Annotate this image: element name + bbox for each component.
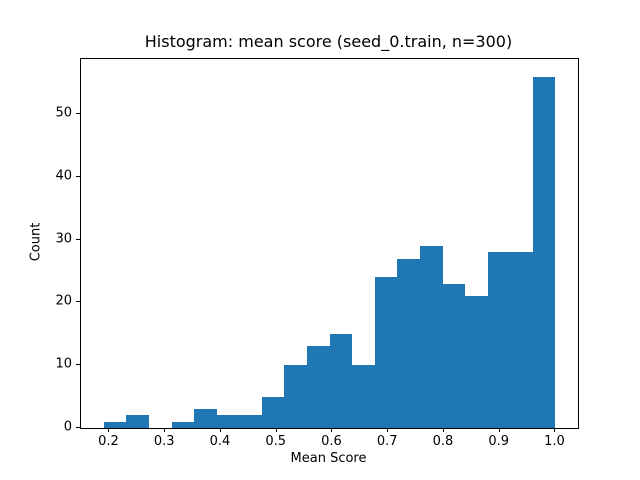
x-tick-mark	[387, 428, 389, 432]
x-tick-label: 0.8	[432, 434, 454, 449]
x-tick-mark	[164, 428, 166, 432]
histogram-bar	[194, 409, 217, 428]
x-tick-label: 0.3	[153, 434, 175, 449]
x-tick-label: 0.9	[488, 434, 509, 449]
histogram-bar	[352, 365, 375, 428]
y-tick-mark	[76, 175, 80, 177]
x-tick-mark	[219, 428, 221, 432]
x-tick-mark	[554, 428, 556, 432]
histogram-bar	[329, 333, 353, 428]
y-tick-label: 40	[55, 168, 72, 184]
histogram-bar	[103, 421, 127, 428]
x-tick-mark	[331, 428, 333, 432]
histogram-bar	[397, 258, 420, 428]
x-tick-label: 1.0	[544, 434, 565, 449]
y-tick-mark	[76, 364, 80, 366]
histogram-bar	[239, 415, 262, 428]
histogram-bar	[510, 252, 533, 428]
histogram-bar	[261, 396, 285, 428]
x-tick-mark	[442, 428, 444, 432]
y-tick-mark	[76, 238, 80, 240]
x-tick-label: 0.4	[209, 434, 231, 449]
plot-area	[80, 58, 579, 429]
y-tick-label: 20	[55, 293, 72, 309]
x-axis-label: Mean Score	[290, 451, 367, 466]
chart-title: Histogram: mean score (seed_0.train, n=3…	[144, 32, 513, 51]
y-tick-label: 10	[55, 356, 72, 372]
y-tick-mark	[76, 427, 80, 428]
x-tick-label: 0.7	[376, 434, 398, 449]
histogram-bar	[171, 421, 195, 428]
x-tick-mark	[108, 428, 110, 432]
y-tick-mark	[76, 301, 80, 303]
histogram-bar	[374, 277, 398, 428]
y-tick-label: 0	[63, 419, 72, 435]
histogram-bar	[307, 346, 330, 428]
histogram-bar	[442, 283, 466, 428]
x-tick-mark	[275, 428, 277, 432]
histogram-bar	[532, 76, 556, 428]
histogram-bar	[465, 296, 488, 428]
y-tick-mark	[76, 113, 80, 115]
x-tick-label: 0.6	[321, 434, 342, 449]
y-tick-label: 30	[55, 231, 72, 247]
x-tick-label: 0.2	[98, 434, 119, 449]
x-tick-mark	[498, 428, 500, 432]
y-tick-label: 50	[55, 105, 72, 121]
histogram-bar	[487, 252, 511, 428]
x-tick-label: 0.5	[265, 434, 287, 449]
histogram-bar	[284, 365, 308, 428]
histogram-bar	[419, 246, 443, 428]
histogram-bar	[126, 415, 150, 428]
histogram-bar	[216, 415, 240, 428]
